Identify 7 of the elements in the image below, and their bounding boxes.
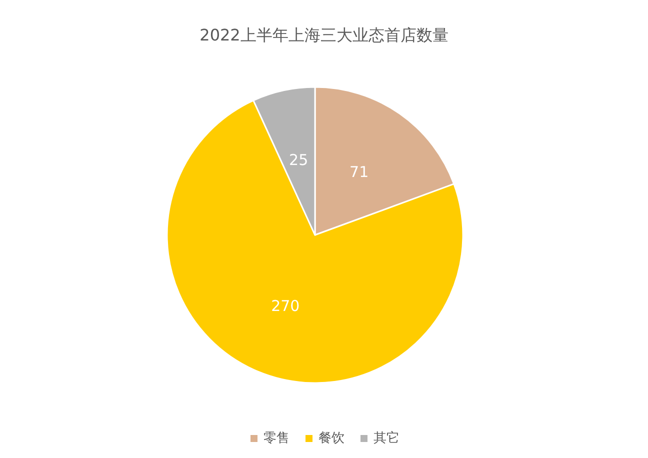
data-label: 71 bbox=[350, 162, 369, 181]
data-label: 270 bbox=[271, 297, 300, 316]
chart-title: 2022上半年上海三大业态首店数量 bbox=[200, 26, 448, 44]
legend-label: 其它 bbox=[374, 430, 400, 446]
data-label: 25 bbox=[289, 150, 308, 169]
legend-label: 餐饮 bbox=[318, 431, 344, 446]
legend-label: 零售 bbox=[264, 431, 290, 446]
